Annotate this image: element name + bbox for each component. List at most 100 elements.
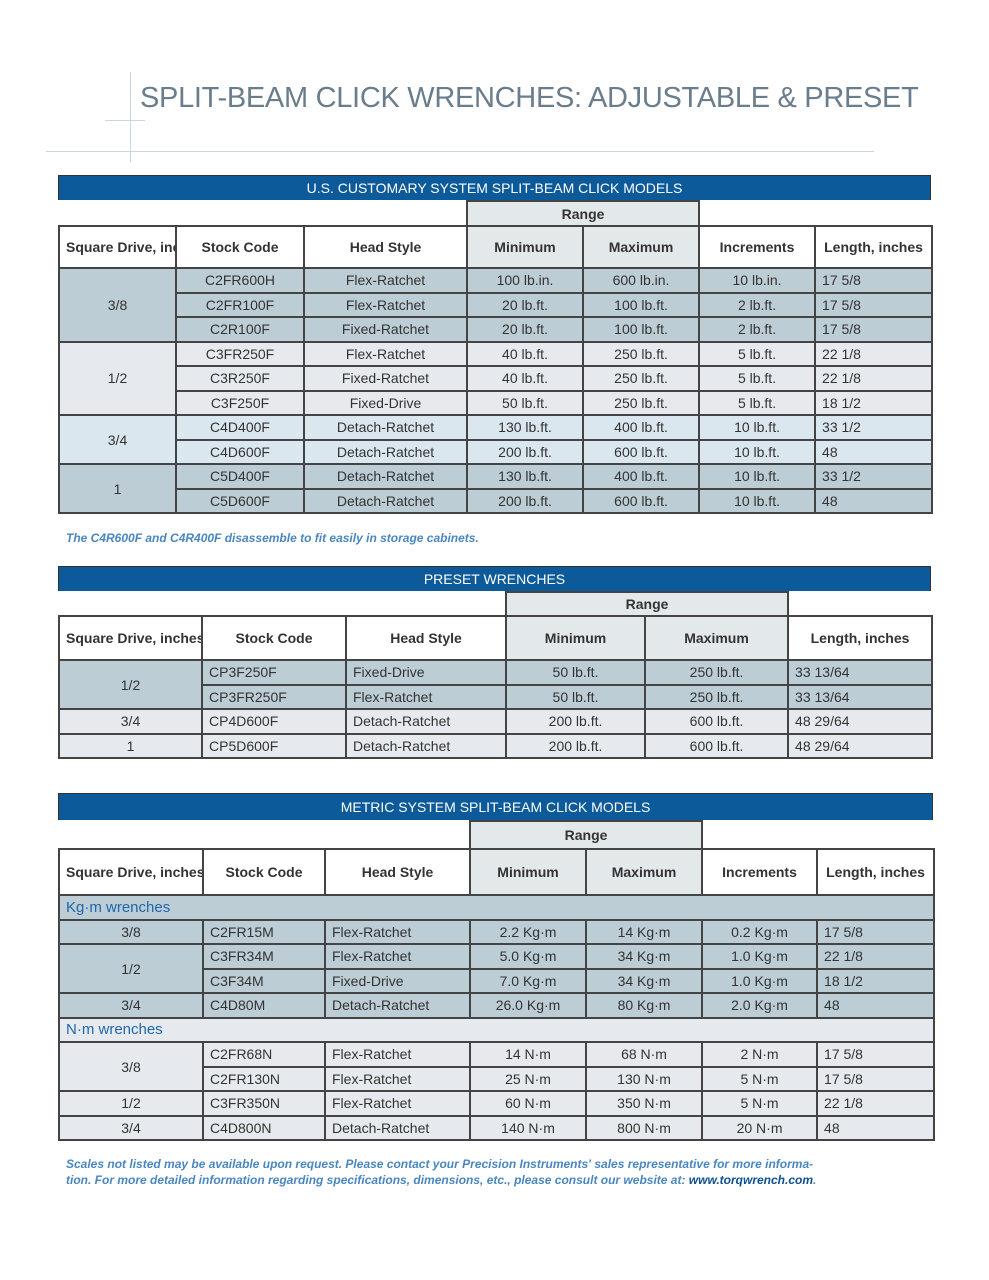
table-cell: C2FR130N bbox=[202, 1065, 326, 1092]
table-cell: 22 1/8 bbox=[814, 340, 934, 367]
table-cell: Flex-Ratchet bbox=[302, 267, 469, 294]
footer-note: Scales not listed may be available upon … bbox=[66, 1156, 816, 1188]
column-header: Stock Code bbox=[201, 615, 347, 661]
table-cell: CP3F250F bbox=[201, 659, 347, 686]
table-cell: 17 5/8 bbox=[814, 316, 934, 343]
table-cell: 200 lb.ft. bbox=[466, 487, 585, 514]
table-row: 3/8 C2FR68N Flex-Ratchet 14 N·m 68 N·m 2 N·m 1… bbox=[58, 1041, 936, 1092]
blank-cell bbox=[698, 201, 933, 226]
range-header-row: Range bbox=[59, 200, 933, 226]
square-drive-cell: 1/2 bbox=[58, 340, 177, 416]
table-cell: Flex-Ratchet bbox=[323, 1065, 472, 1092]
table-cell: C5D600F bbox=[175, 487, 305, 514]
table-cell: C3R250F bbox=[175, 365, 305, 392]
table-cell: C3FR250F bbox=[175, 340, 305, 367]
decorative-short-line bbox=[105, 120, 145, 121]
table-cell: 14 Kg·m bbox=[585, 918, 704, 945]
table-cell: 48 bbox=[814, 438, 934, 465]
table-row: 1 C5D400F Detach-Ratchet 130 lb.ft. 400 lb.f… bbox=[58, 463, 934, 514]
table-cell: Detach-Ratchet bbox=[344, 708, 508, 735]
table-cell: CP3FR250F bbox=[201, 683, 347, 710]
column-header: Minimum bbox=[469, 848, 588, 896]
square-drive-cell: 1/2 bbox=[58, 943, 204, 994]
table-cell: Flex-Ratchet bbox=[323, 1090, 472, 1117]
column-header: Length, inches bbox=[787, 615, 934, 661]
table-row: C2R100F Fixed-Ratchet 20 lb.ft. 100 lb.ft. 2… bbox=[59, 316, 934, 343]
section-header-row: Kg·m wrenches bbox=[57, 894, 936, 921]
table-row: 3/8 C2FR15M Flex-Ratchet 2.2 Kg·m 14 Kg·m 0.2… bbox=[58, 918, 936, 945]
table-row: C2FR130N Flex-Ratchet 25 N·m 130 N·m 5 N·m 17… bbox=[59, 1065, 936, 1092]
footer-note-line1: Scales not listed may be available upon … bbox=[66, 1157, 814, 1171]
table-row: 1/2 CP3F250F Fixed-Drive 50 lb.ft. 250 lb.ft… bbox=[58, 659, 934, 710]
footer-note-line2: tion. For more detailed information rega… bbox=[66, 1172, 816, 1188]
table-cell: 250 lb.ft. bbox=[582, 365, 701, 392]
table-row: 1/2 C3FR350N Flex-Ratchet 60 N·m 350 N·m 5 N·… bbox=[58, 1090, 936, 1117]
table-cell: C3FR350N bbox=[202, 1090, 326, 1117]
column-header: Stock Code bbox=[202, 848, 326, 896]
table-row: 3/4 C4D800N Detach-Ratchet 140 N·m 800 N·m 20… bbox=[58, 1114, 936, 1141]
table-cell: 2.2 Kg·m bbox=[469, 918, 588, 945]
column-header: Increments bbox=[698, 225, 817, 269]
range-header-row: Range bbox=[59, 820, 935, 849]
table-row: C5D600F Detach-Ratchet 200 lb.ft. 600 lb.ft… bbox=[59, 487, 934, 514]
table-cell: Fixed-Drive bbox=[344, 659, 508, 686]
table-cell: 600 lb.ft. bbox=[582, 487, 701, 514]
table-cell: 17 5/8 bbox=[816, 918, 936, 945]
square-drive-cell: 1/2 bbox=[58, 1090, 204, 1117]
table-cell: Detach-Ratchet bbox=[344, 732, 508, 759]
table-cell: 2 lb.ft. bbox=[698, 316, 817, 343]
table-cell: C4D80M bbox=[202, 992, 326, 1019]
table-row: C3R250F Fixed-Ratchet 40 lb.ft. 250 lb.ft. 5… bbox=[59, 365, 934, 392]
table-cell: 600 lb.in. bbox=[582, 267, 701, 294]
column-header: Maximum bbox=[582, 225, 701, 269]
table-cell: Detach-Ratchet bbox=[323, 1114, 472, 1141]
table-cell: 33 13/64 bbox=[787, 683, 934, 710]
table-cell: 33 1/2 bbox=[814, 463, 934, 490]
table-cell: 5.0 Kg·m bbox=[469, 943, 588, 970]
table-cell: CP5D600F bbox=[201, 732, 347, 759]
table-cell: Flex-Ratchet bbox=[323, 943, 472, 970]
table-cell: C3F250F bbox=[175, 389, 305, 416]
table-cell: 600 lb.ft. bbox=[644, 732, 790, 759]
table-cell: 26.0 Kg·m bbox=[469, 992, 588, 1019]
column-header: Square Drive, inches bbox=[58, 848, 204, 896]
table-cell: 250 lb.ft. bbox=[644, 659, 790, 686]
square-drive-cell: 3/8 bbox=[58, 1041, 204, 1092]
section-label: N·m wrenches bbox=[57, 1016, 936, 1043]
table-cell: 1.0 Kg·m bbox=[701, 943, 819, 970]
table-cell: 48 29/64 bbox=[787, 708, 934, 735]
square-drive-cell: 3/4 bbox=[58, 992, 204, 1019]
blank-cell bbox=[787, 592, 933, 616]
table-cell: 100 lb.ft. bbox=[582, 316, 701, 343]
table-cell: 400 lb.ft. bbox=[582, 414, 701, 441]
table-cell: 5 lb.ft. bbox=[698, 340, 817, 367]
table-cell: 7.0 Kg·m bbox=[469, 967, 588, 994]
table-row: 1/2 C3FR250F Flex-Ratchet 40 lb.ft. 250 lb.f… bbox=[58, 340, 934, 416]
table-cell: 10 lb.in. bbox=[698, 267, 817, 294]
table-cell: CP4D600F bbox=[201, 708, 347, 735]
table-cell: Fixed-Ratchet bbox=[302, 316, 469, 343]
table-cell: 130 N·m bbox=[585, 1065, 704, 1092]
square-drive-cell: 1 bbox=[58, 463, 177, 514]
column-header: Length, inches bbox=[814, 225, 934, 269]
website-link[interactable]: www.torqwrench.com bbox=[688, 1173, 814, 1187]
range-label: Range bbox=[505, 591, 790, 616]
table-cell: 200 lb.ft. bbox=[466, 438, 585, 465]
us-customary-table: U.S. CUSTOMARY SYSTEM SPLIT-BEAM CLICK M… bbox=[58, 175, 934, 514]
table-cell: 130 lb.ft. bbox=[466, 414, 585, 441]
range-label: Range bbox=[466, 200, 701, 226]
table-cell: 14 N·m bbox=[469, 1041, 588, 1068]
table-cell: 140 N·m bbox=[469, 1114, 588, 1141]
square-drive-cell: 3/4 bbox=[58, 1114, 204, 1141]
table-cell: 40 lb.ft. bbox=[466, 340, 585, 367]
table-cell: 2.0 Kg·m bbox=[701, 992, 819, 1019]
table-cell: C2FR68N bbox=[202, 1041, 326, 1068]
table-cell: 20 lb.ft. bbox=[466, 316, 585, 343]
table-cell: 22 1/8 bbox=[816, 943, 936, 970]
column-header: Increments bbox=[701, 848, 819, 896]
square-drive-cell: 3/4 bbox=[58, 414, 177, 465]
table-cell: 20 lb.ft. bbox=[466, 291, 585, 318]
